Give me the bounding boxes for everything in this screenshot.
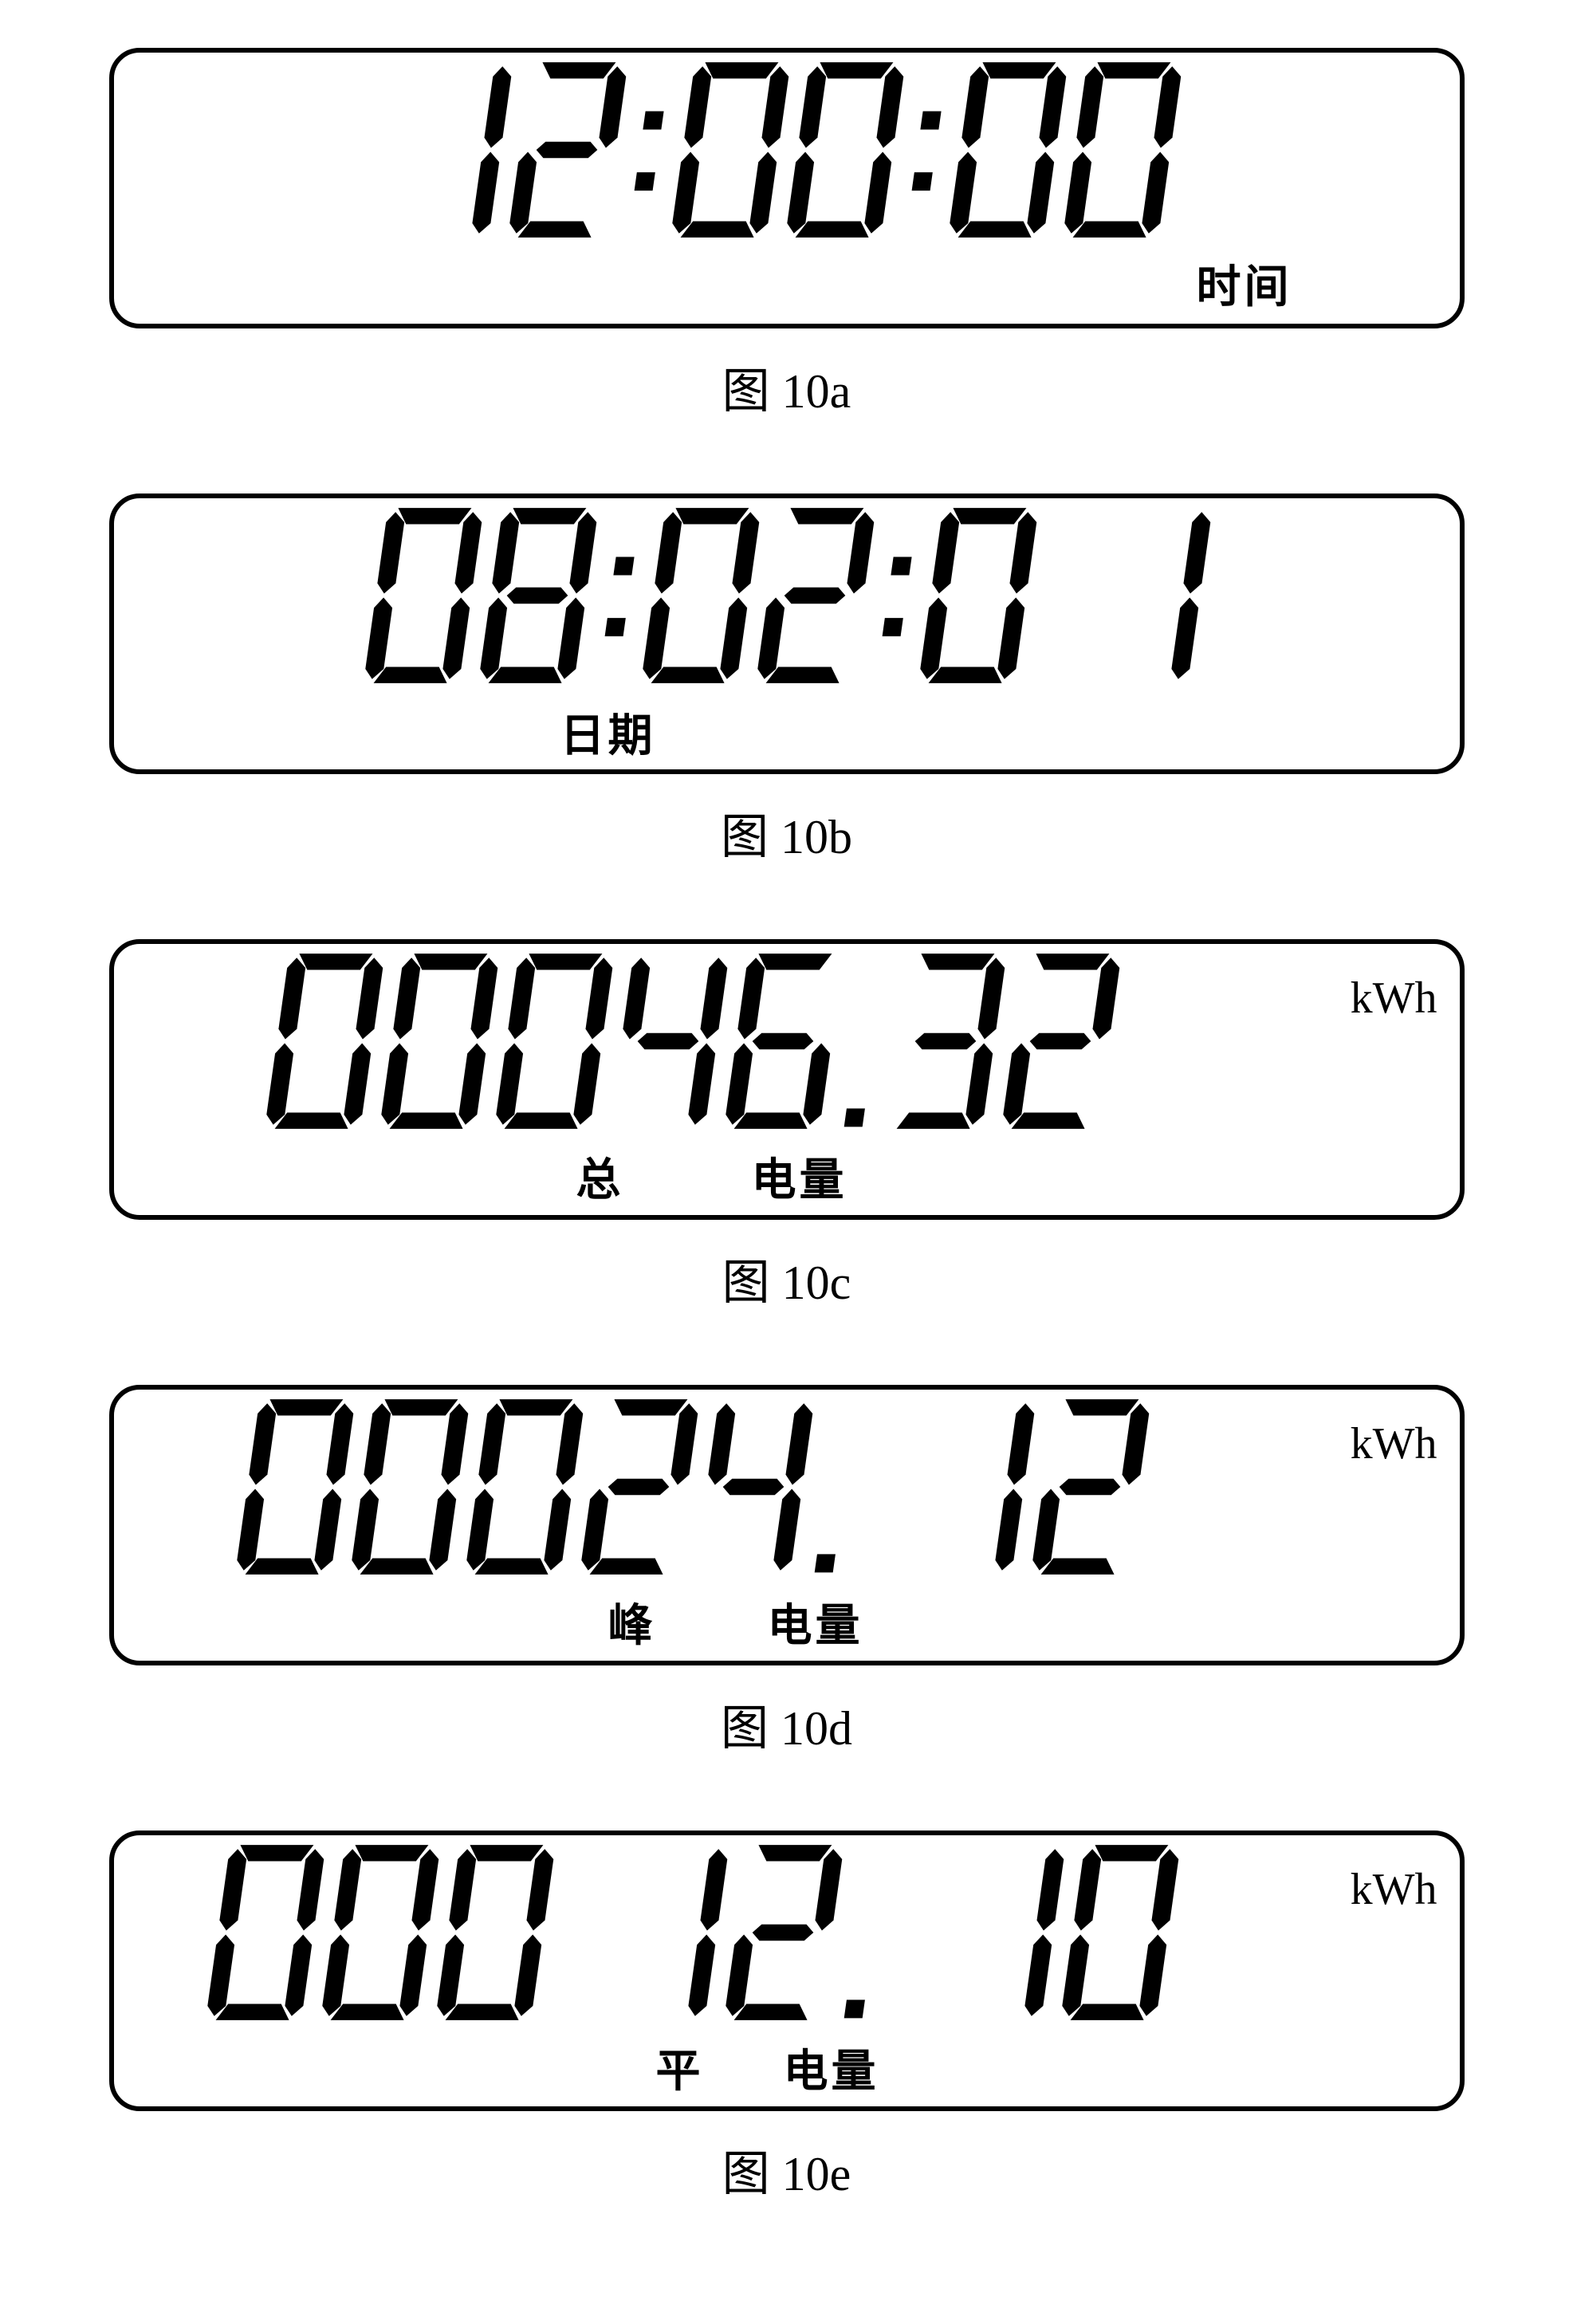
lcd-display [381, 58, 1191, 242]
figure-caption: 图 10a [109, 352, 1465, 422]
lcd-display [352, 504, 1221, 687]
figure-container: 时间图 10a 日期图 10b kWh总电量图 10c kWh峰电量图 10d … [109, 48, 1465, 2204]
lcd-panel-fig10b: 日期 [109, 494, 1465, 774]
figure-caption: 图 10d [109, 1689, 1465, 1759]
annotation-label: 电量 [752, 1144, 847, 1209]
annotation-label: 时间 [1197, 251, 1292, 316]
figure-caption: 图 10b [109, 798, 1465, 867]
annotation-label: 峰 [608, 1590, 656, 1654]
lcd-panel-fig10d: kWh 峰 电量 [109, 1385, 1465, 1665]
annotation-label: 日期 [560, 700, 656, 765]
annotation-label: 电量 [784, 2035, 879, 2100]
figure-caption: 图 10c [109, 1244, 1465, 1313]
lcd-panel-fig10a: 时间 [109, 48, 1465, 328]
lcd-panel-fig10c: kWh 总 电量 [109, 939, 1465, 1220]
figure-caption: 图 10e [109, 2135, 1465, 2204]
lcd-display [195, 1841, 1190, 2024]
unit-label: kWh [1351, 973, 1437, 1024]
annotation-label: 电量 [768, 1590, 863, 1654]
lcd-panel-fig10e: kWh 平 电量 [109, 1830, 1465, 2111]
lcd-display [224, 1395, 1160, 1579]
unit-label: kWh [1351, 1864, 1437, 1915]
annotation-label: 总 [576, 1144, 624, 1209]
lcd-display [254, 950, 1131, 1133]
annotation-label: 平 [656, 2035, 704, 2100]
unit-label: kWh [1351, 1418, 1437, 1469]
